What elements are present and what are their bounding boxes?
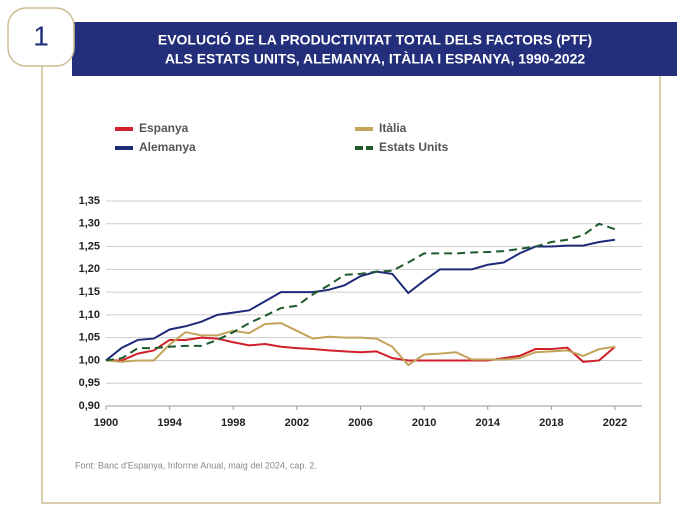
y-tick-label: 1,05 (79, 332, 100, 344)
x-tick-label: 2006 (348, 417, 372, 429)
x-tick-label: 1998 (221, 417, 245, 429)
y-tick-label: 1,10 (79, 309, 100, 321)
chart-title: ALS ESTATS UNITS, ALEMANYA, ITÀLIA I ESP… (165, 51, 586, 67)
legend-label: Alemanya (139, 140, 196, 154)
series-line (105, 238, 616, 362)
x-tick-label: 2018 (539, 417, 563, 429)
y-tick-label: 0,95 (79, 377, 100, 389)
series-line (105, 322, 616, 367)
series-line (105, 222, 616, 362)
y-tick-label: 1,25 (79, 240, 100, 252)
y-tick-label: 0,90 (79, 400, 100, 412)
series-line (106, 336, 616, 363)
legend-label: Estats Units (379, 140, 449, 154)
y-tick-label: 1,20 (79, 263, 100, 275)
legend-label: Itàlia (379, 121, 407, 135)
x-tick-label: 1994 (157, 417, 182, 429)
badge (7, 7, 75, 67)
title-banner (72, 22, 677, 76)
y-tick-label: 1,35 (79, 195, 100, 207)
x-tick-label: 2014 (476, 417, 501, 429)
x-tick-label: 1900 (94, 417, 118, 429)
x-tick-label: 2002 (285, 417, 309, 429)
panel-frame (41, 47, 661, 504)
y-tick-label: 1,00 (79, 354, 100, 366)
source-note: Font: Banc d'Espanya, Informe Anual, mai… (75, 460, 317, 470)
legend-label: Espanya (139, 121, 189, 135)
x-tick-label: 2022 (603, 417, 627, 429)
badge-number: 1 (33, 20, 49, 51)
x-tick-label: 2010 (412, 417, 436, 429)
y-tick-label: 1,15 (79, 286, 100, 298)
y-tick-label: 1,30 (79, 218, 100, 230)
chart-title: EVOLUCIÓ DE LA PRODUCTIVITAT TOTAL DELS … (158, 31, 592, 48)
